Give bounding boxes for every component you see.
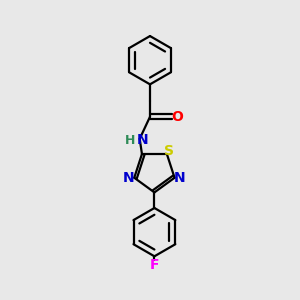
Text: N: N — [174, 171, 186, 185]
Text: O: O — [171, 110, 183, 124]
Text: N: N — [123, 171, 135, 185]
Text: H: H — [125, 134, 136, 147]
Text: F: F — [150, 257, 159, 272]
Text: N: N — [137, 133, 148, 147]
Text: S: S — [164, 144, 174, 158]
